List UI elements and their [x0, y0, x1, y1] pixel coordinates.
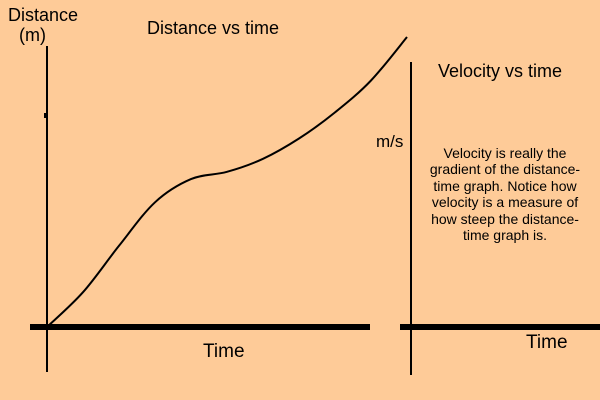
velocity-x-axis-label: Time: [526, 332, 568, 353]
velocity-y-axis-label: m/s: [376, 132, 404, 151]
distance-chart-title: Distance vs time: [147, 18, 280, 38]
distance-x-axis-label: Time: [203, 341, 245, 362]
velocity-chart-title: Velocity vs time: [438, 61, 563, 81]
velocity-explanation-note: Velocity is really the gradient of the d…: [429, 145, 581, 243]
distance-y-axis-label-line1: Distance: [8, 5, 79, 25]
distance-y-axis-label-line2: (m): [19, 25, 46, 45]
distance-curve: [46, 36, 408, 328]
